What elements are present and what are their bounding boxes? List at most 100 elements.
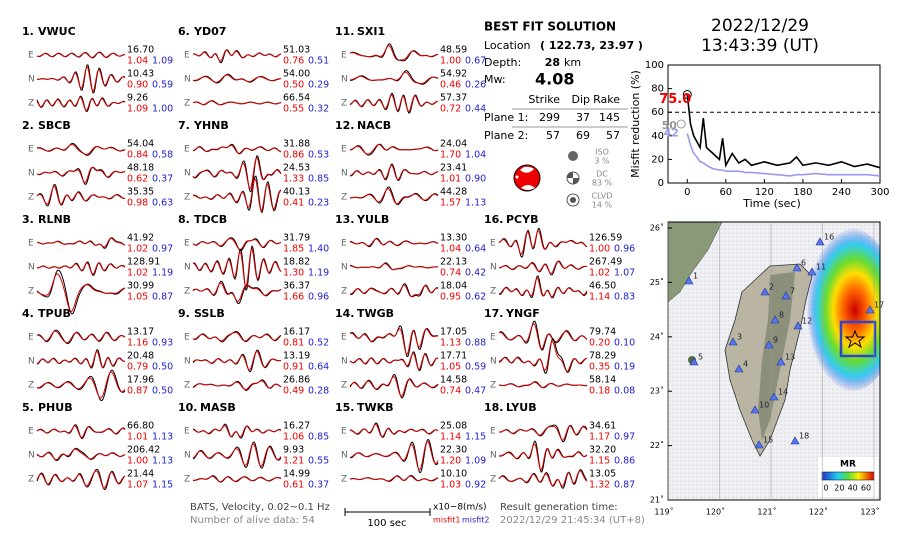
amplitude: 57.37 [440, 93, 467, 104]
misfit1: 1.00 [589, 244, 610, 255]
map-station-label: 10 [759, 401, 769, 410]
amplitude: 22.30 [440, 445, 467, 456]
misfit2: 0.85 [308, 432, 329, 443]
misfit2: 1.13 [152, 456, 173, 467]
misfit1: 1.70 [440, 150, 461, 161]
location-label: Location [484, 39, 531, 52]
station-name: TDCB [194, 213, 227, 226]
misfit1: 0.74 [440, 386, 461, 397]
result-label: Result generation time: [500, 502, 618, 513]
misfit2: 0.26 [465, 80, 486, 91]
component-label: N [490, 263, 497, 273]
misfit2: 1.00 [152, 104, 173, 115]
synthetic-trace [498, 425, 588, 441]
annotation: 42 [664, 126, 679, 139]
map-station-label: 11 [816, 263, 826, 272]
misfit1: 0.84 [127, 150, 148, 161]
misfit2: 0.87 [614, 480, 635, 491]
amplitude: 13.19 [283, 351, 310, 362]
map-station [684, 276, 694, 285]
component-label: Z [341, 287, 347, 297]
component-label: Z [341, 475, 347, 485]
component-label: Z [184, 475, 190, 485]
synthetic-trace [36, 185, 126, 206]
misfit2: 0.64 [308, 362, 329, 373]
amplitude: 16.17 [283, 327, 310, 338]
map-station-label: 13 [785, 353, 795, 362]
misfit1: 1.05 [127, 292, 148, 303]
misfit2: 1.09 [152, 56, 173, 67]
time-scale-bar [344, 508, 431, 516]
misfit1: 1.15 [589, 456, 610, 467]
misfit2: 1.15 [152, 480, 173, 491]
misfit2: 0.88 [465, 338, 486, 349]
depth-unit: km [564, 56, 581, 69]
station-number: 4. [22, 307, 34, 320]
misfit2-legend: misfit2 [462, 516, 489, 525]
station-number: 13. [335, 213, 355, 226]
component-label: N [28, 75, 35, 85]
amplitude: 34.61 [589, 421, 616, 432]
misfit2: 1.09 [465, 456, 486, 467]
map-body [668, 222, 880, 500]
misfit2: 0.90 [465, 174, 486, 185]
component-label: E [184, 427, 190, 437]
map-station-label: 4 [743, 360, 748, 369]
component-label: E [341, 333, 347, 343]
misfit1: 1.85 [283, 244, 304, 255]
lat-label: 21˚ [650, 495, 664, 505]
synthetic-trace [192, 425, 282, 438]
misfit1: 0.20 [589, 338, 610, 349]
station-number: 5. [22, 401, 34, 414]
misfit2: 0.97 [152, 244, 173, 255]
misfit1: 0.81 [283, 338, 304, 349]
synthetic-trace [36, 330, 126, 344]
component-label: N [184, 169, 191, 179]
misfit2: 0.51 [308, 56, 329, 67]
misfit2: 0.96 [614, 244, 635, 255]
component-label: N [341, 263, 348, 273]
synthetic-trace [36, 470, 126, 489]
component-label: Z [28, 193, 34, 203]
amplitude: 58.14 [589, 375, 616, 386]
mountains [758, 272, 795, 440]
plane-value: 299 [539, 111, 560, 124]
amplitude: 13.17 [127, 327, 154, 338]
map-station [764, 340, 774, 349]
misfit1: 1.00 [127, 456, 148, 467]
synthetic-trace [36, 448, 126, 461]
station-number: 8. [178, 213, 190, 226]
misfit1: 0.79 [127, 362, 148, 373]
synthetic-trace [349, 238, 439, 247]
misfit1: 1.01 [440, 174, 461, 185]
synthetic-trace [349, 94, 439, 113]
misfit1: 1.07 [127, 480, 148, 491]
map-station [769, 392, 779, 401]
synthetic-trace [349, 352, 439, 371]
component-label: Z [28, 99, 34, 109]
beachball-circle [513, 164, 541, 192]
map-station [792, 263, 802, 272]
map-station [734, 364, 744, 373]
beachball-patch [521, 185, 535, 190]
misfit1: 0.46 [440, 80, 461, 91]
misfit1: 0.62 [127, 174, 148, 185]
misfit1: 0.74 [440, 268, 461, 279]
synthetic-trace [36, 237, 126, 248]
station-number: 2. [22, 119, 34, 132]
amplitude: 10.10 [440, 469, 467, 480]
amplitude: 18.82 [283, 257, 310, 268]
amplitude: 267.49 [589, 257, 622, 268]
dc-icon-fill [567, 172, 579, 184]
synthetic-trace [36, 166, 125, 184]
mw: 4.08 [535, 70, 574, 89]
amplitude: 13.30 [440, 233, 467, 244]
x-tick-label: 0 [684, 187, 690, 198]
amplitude: 126.59 [589, 233, 622, 244]
beachball-patch [520, 166, 534, 173]
misfit2: 0.85 [308, 174, 329, 185]
misfit1: 0.50 [283, 80, 304, 91]
y-tick-label: 0 [658, 178, 664, 189]
synthetic-trace [36, 65, 126, 93]
lon-label: 121˚ [757, 507, 776, 517]
